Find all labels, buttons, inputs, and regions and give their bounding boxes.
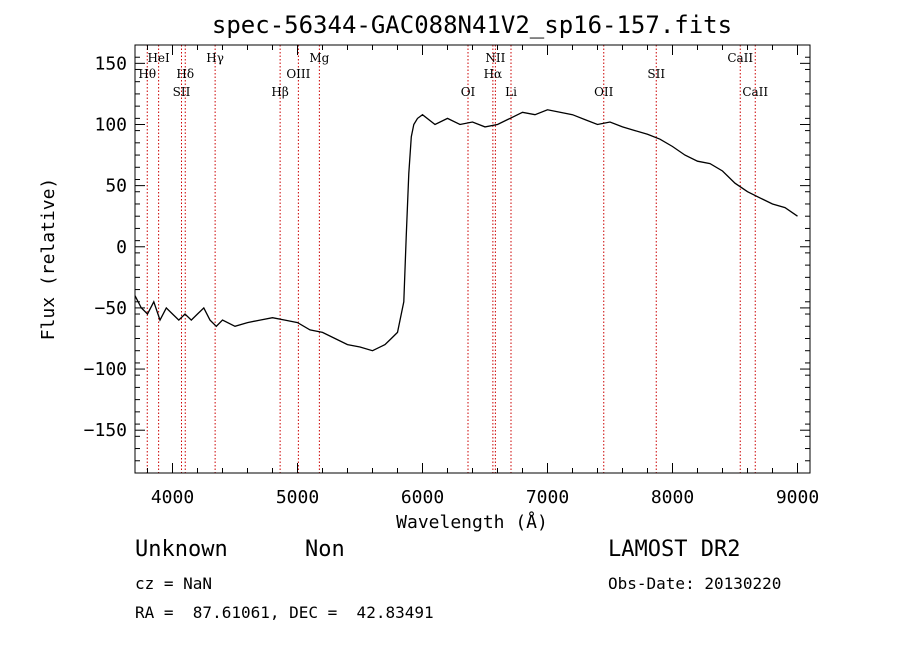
x-tick-label: 8000 [651, 487, 694, 508]
line-marker-label: CaII [742, 85, 768, 99]
line-marker-label: Li [505, 85, 517, 99]
y-tick-label: 150 [94, 53, 127, 74]
object-subclass: Non [305, 537, 345, 562]
line-marker-label: SII [173, 85, 191, 99]
y-tick-label: −150 [84, 420, 127, 441]
x-tick-label: 4000 [151, 487, 194, 508]
x-tick-label: 7000 [526, 487, 569, 508]
line-marker-label: Hα [484, 67, 503, 81]
line-marker-label: Hβ [271, 85, 288, 99]
survey-name: LAMOST DR2 [608, 537, 741, 562]
line-marker-label: Hθ [138, 67, 156, 81]
y-tick-label: 50 [105, 176, 127, 197]
y-tick-label: −50 [94, 298, 127, 319]
object-class: Unknown [135, 537, 228, 562]
obs-date: Obs-Date: 20130220 [608, 574, 782, 593]
chart-title: spec-56344-GAC088N41V2_sp16-157.fits [212, 11, 732, 39]
y-tick-label: −100 [84, 359, 127, 380]
line-marker-label: NII [485, 51, 505, 65]
x-tick-label: 5000 [276, 487, 319, 508]
line-marker-label: SII [647, 67, 665, 81]
x-tick-label: 9000 [776, 487, 819, 508]
y-axis: −150 −100 −50 0 50 100 150 [84, 53, 810, 462]
x-axis-label: Wavelength (Å) [396, 511, 548, 533]
line-marker-label: OI [461, 85, 476, 99]
x-tick-label: 6000 [401, 487, 444, 508]
y-tick-label: 0 [116, 237, 127, 258]
line-marker-label: Mg [309, 51, 329, 65]
line-marker-label: CaII [727, 51, 753, 65]
line-marker-label: Hδ [176, 67, 194, 81]
line-marker-label: Hγ [206, 51, 224, 65]
y-axis-label: Flux (relative) [38, 178, 59, 341]
plot-frame [134, 44, 811, 474]
line-marker-label: OIII [286, 67, 310, 81]
coordinates: RA = 87.61061, DEC = 42.83491 [135, 603, 434, 622]
redshift-cz: cz = NaN [135, 574, 213, 593]
x-axis: 4000 5000 6000 7000 8000 9000 [147, 45, 819, 508]
y-tick-label: 100 [94, 114, 127, 135]
line-marker-label: OII [594, 85, 614, 99]
spectrum-line [134, 109, 798, 352]
line-marker-label: HeI [147, 51, 170, 65]
